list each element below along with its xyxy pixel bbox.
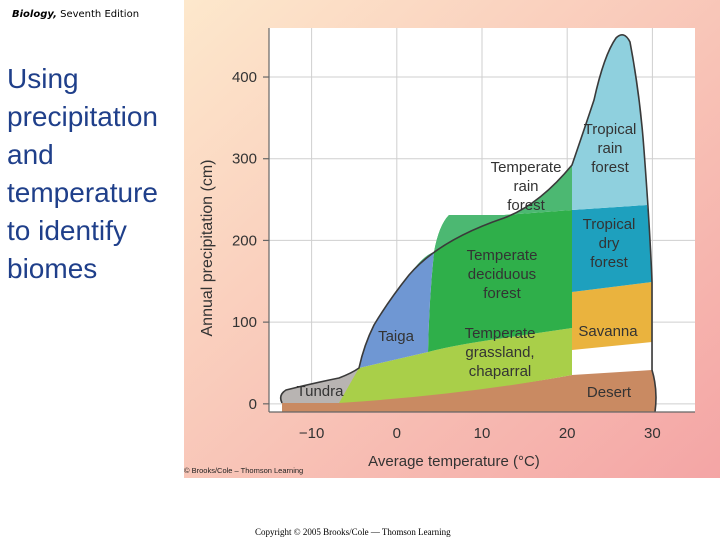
temperate-rain-forest-region [409, 165, 572, 275]
title-line: and [7, 139, 54, 170]
book-edition: Seventh Edition [56, 9, 140, 20]
tropical-rain-forest-region [572, 34, 647, 210]
label-desert: Desert [587, 384, 632, 401]
savanna-region [572, 282, 652, 350]
label-tropical-dry: Tropical dry forest [583, 216, 636, 271]
x-tick-label: 20 [559, 425, 576, 442]
x-tick-label: 10 [474, 425, 491, 442]
biome-outline [279, 34, 657, 413]
x-tick-label: 0 [393, 425, 401, 442]
label-temperate-deciduous: Temperate deciduous forest [467, 247, 538, 302]
title-line: biomes [7, 253, 98, 284]
y-tick-label: 400 [232, 69, 257, 86]
x-axis-label: Average temperature (°C) [368, 453, 540, 470]
label-temperate-rain: Temperate rain forest [491, 159, 562, 214]
label-savanna: Savanna [578, 323, 638, 340]
title-line: temperature [7, 177, 158, 208]
label-temperate-grassland: Temperate grassland, chaparral [465, 325, 536, 380]
biome-figure: Annual precipitation (cm) Average temper… [184, 0, 720, 478]
tundra-region [280, 368, 359, 403]
figure-credit: © Brooks/Cole – Thomson Learning [184, 466, 304, 475]
book-title: Biology, [12, 9, 57, 20]
taiga-region [359, 252, 434, 368]
title-line: to identify [7, 215, 127, 246]
book-header: Biology, Seventh Edition [12, 9, 139, 20]
desert-region [282, 370, 656, 412]
x-tick-label: −10 [299, 425, 324, 442]
y-tick-label: 100 [232, 314, 257, 331]
y-tick-label: 300 [232, 151, 257, 168]
copyright-footer: Copyright © 2005 Brooks/Cole — Thomson L… [255, 527, 451, 537]
label-tundra: Tundra [297, 383, 345, 400]
slide-title: Using precipitation and temperature to i… [7, 60, 185, 288]
axes [268, 28, 695, 413]
label-taiga: Taiga [378, 328, 415, 345]
y-axis-label: Annual precipitation (cm) [199, 160, 216, 337]
temperate-deciduous-forest-region [428, 210, 572, 352]
y-tick-label: 200 [232, 232, 257, 249]
y-tick-label: 0 [249, 396, 257, 413]
title-line: Using [7, 63, 79, 94]
tropical-dry-forest-region [572, 205, 652, 292]
title-line: precipitation [7, 101, 158, 132]
label-tropical-rain: Tropical rain forest [584, 121, 637, 176]
biome-chart: Annual precipitation (cm) Average temper… [184, 0, 720, 478]
temperate-grassland-region [339, 328, 572, 403]
x-tick-label: 30 [644, 425, 661, 442]
